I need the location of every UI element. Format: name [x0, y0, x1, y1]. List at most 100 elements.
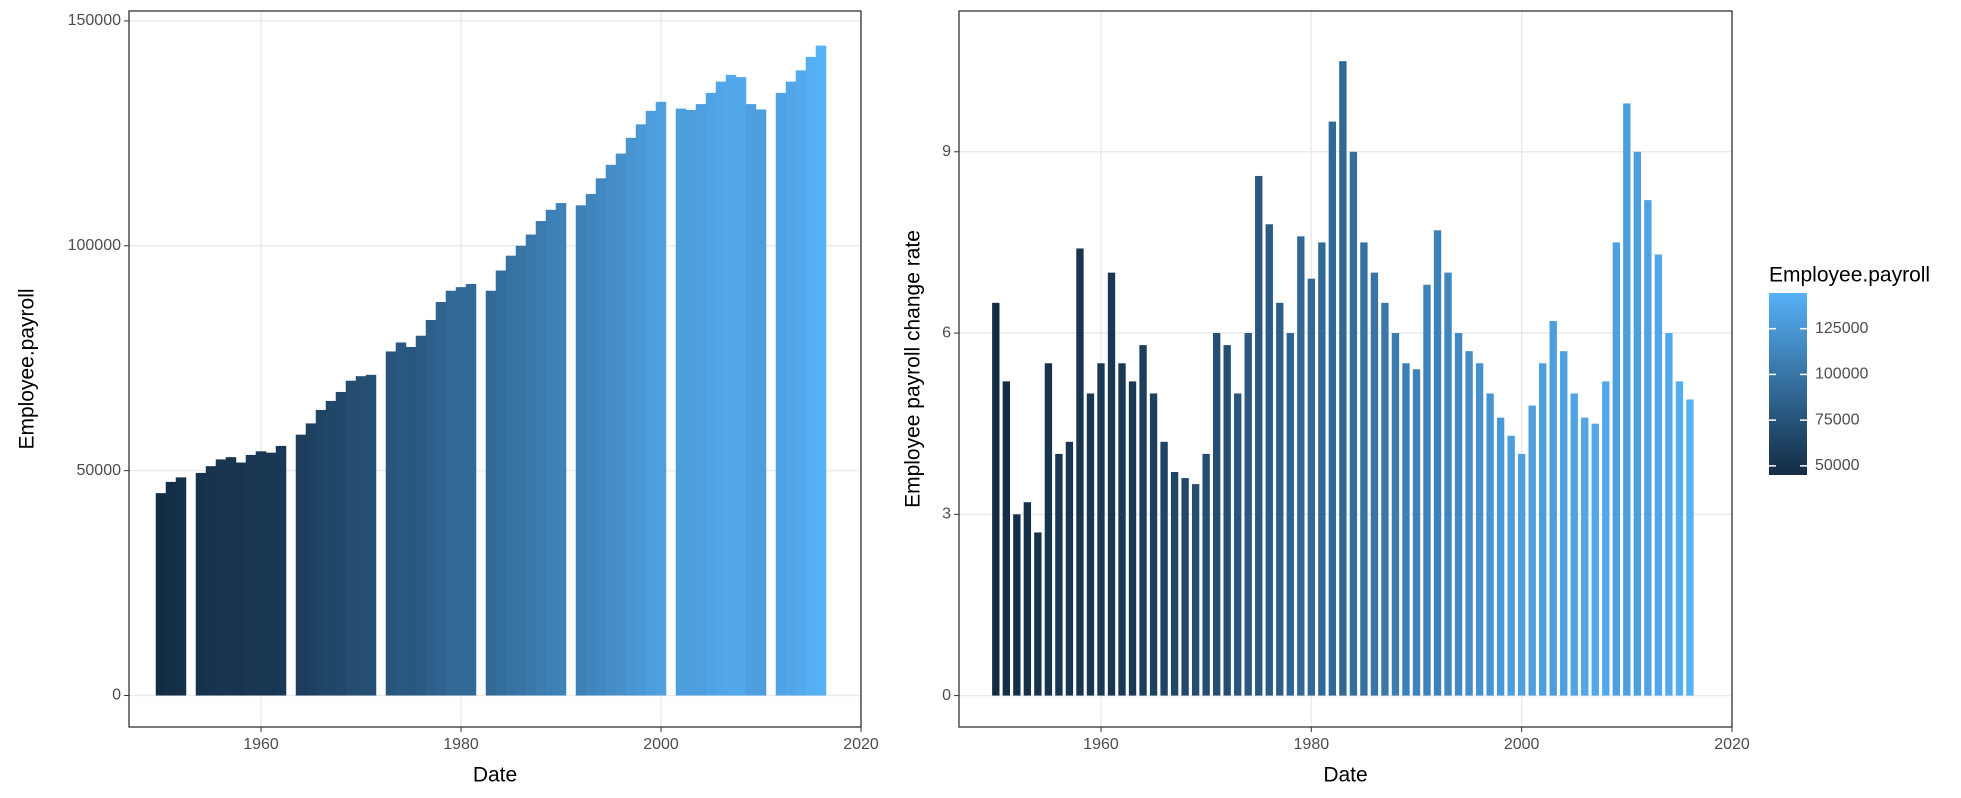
bar: [305, 423, 317, 696]
bar: [1181, 478, 1189, 696]
bar: [1423, 284, 1431, 696]
bar: [1212, 333, 1221, 696]
bar: [1496, 417, 1505, 696]
bar: [1276, 302, 1284, 696]
bar: [725, 74, 737, 696]
bar: [805, 56, 817, 696]
bar: [1549, 320, 1557, 696]
y-axis-title: Employee.payroll: [16, 288, 39, 449]
bar: [1570, 393, 1578, 696]
bar: [415, 335, 427, 696]
x-tick-label: 1960: [1083, 736, 1119, 753]
bar: [1475, 363, 1484, 696]
bar: [715, 81, 727, 696]
bar: [745, 104, 757, 696]
bar: [1265, 224, 1273, 696]
bar: [525, 234, 537, 696]
x-tick-label: 2000: [1504, 736, 1540, 753]
bar: [1223, 345, 1231, 696]
y-tick-label: 3: [942, 506, 951, 523]
legend-label: 125000: [1815, 320, 1868, 337]
bar: [675, 108, 687, 696]
bar: [335, 391, 347, 696]
bar: [355, 376, 367, 696]
bar: [1623, 103, 1631, 696]
bar: [435, 301, 447, 696]
bar: [1202, 453, 1210, 696]
bar: [1612, 242, 1620, 696]
bar: [315, 409, 327, 696]
bar: [1581, 417, 1589, 696]
bar: [1086, 393, 1095, 696]
bar: [575, 205, 587, 696]
y-tick-label: 9: [942, 143, 951, 160]
bar: [1234, 393, 1242, 696]
bar: [735, 77, 747, 696]
y-tick-label: 150000: [68, 12, 121, 29]
bar: [505, 255, 517, 696]
bar: [1013, 514, 1021, 696]
bar: [635, 124, 647, 696]
bar: [175, 477, 187, 696]
bar: [155, 493, 167, 696]
y-tick-label: 50000: [77, 462, 122, 479]
bar: [485, 290, 497, 696]
bar: [445, 290, 457, 696]
bar: [1044, 363, 1053, 696]
bar: [1360, 242, 1368, 696]
bar: [1633, 151, 1642, 696]
bar: [1034, 532, 1042, 696]
bar: [1454, 333, 1463, 696]
bar: [265, 452, 277, 696]
bar: [1170, 472, 1179, 696]
bar: [535, 221, 547, 696]
bar: [395, 342, 407, 696]
bar: [1055, 453, 1063, 696]
bar: [1107, 272, 1116, 696]
bar: [255, 451, 267, 696]
bar: [1444, 272, 1452, 696]
bar: [1686, 399, 1694, 696]
bar: [1412, 369, 1421, 696]
bar: [325, 400, 337, 696]
bar: [1654, 254, 1663, 696]
bar: [1297, 236, 1305, 696]
legend-label: 100000: [1815, 366, 1868, 383]
y-tick-label: 100000: [68, 237, 121, 254]
x-tick-label: 2000: [643, 736, 679, 753]
bar: [1328, 121, 1337, 696]
bar: [785, 81, 797, 696]
bar: [585, 194, 597, 696]
bar: [1591, 423, 1599, 696]
bar: [455, 287, 467, 696]
bar: [1381, 302, 1389, 696]
x-axis-title: Date: [473, 764, 517, 787]
bar: [1128, 381, 1137, 696]
bar: [1402, 363, 1410, 696]
legend-title: Employee.payroll: [1769, 264, 1930, 287]
bar: [1065, 441, 1074, 696]
bar: [245, 454, 257, 696]
x-tick-label: 1980: [443, 736, 479, 753]
bar: [1339, 61, 1347, 696]
bar: [1076, 248, 1084, 696]
plot-border: [958, 10, 1733, 728]
bar: [1002, 381, 1011, 696]
y-tick-label: 0: [942, 687, 951, 704]
bar: [345, 380, 357, 696]
bar: [365, 374, 377, 696]
bar: [1433, 230, 1442, 696]
bar: [1023, 502, 1032, 696]
x-tick-label: 2020: [1714, 736, 1750, 753]
bar: [545, 209, 557, 696]
bar: [165, 481, 177, 696]
bar: [1486, 393, 1494, 696]
bar: [1517, 453, 1526, 696]
legend-gradient: [1769, 293, 1807, 475]
legend-label: 50000: [1815, 457, 1860, 474]
bar: [1118, 363, 1126, 696]
bar: [625, 137, 637, 696]
x-tick-label: 2020: [843, 736, 879, 753]
bar: [685, 109, 697, 696]
